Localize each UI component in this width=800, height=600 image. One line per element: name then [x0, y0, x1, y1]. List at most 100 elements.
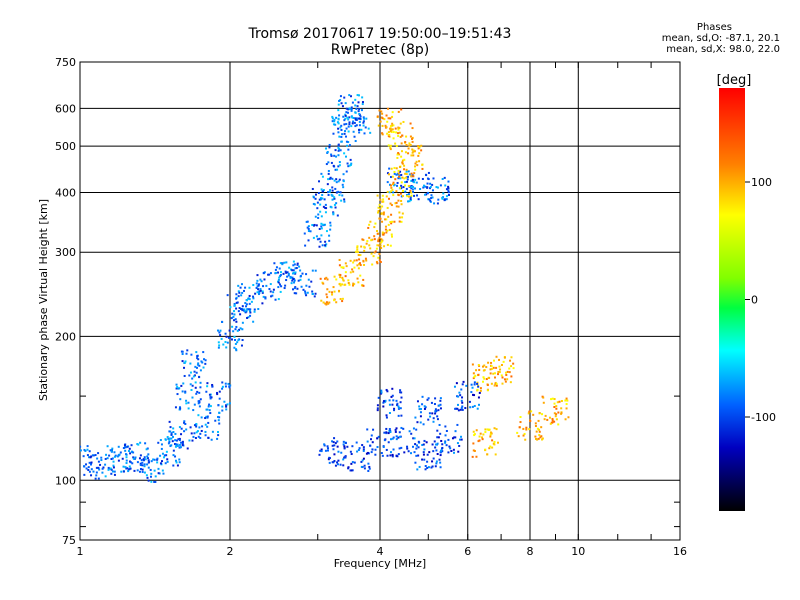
echo-point: [398, 447, 401, 450]
echo-point: [553, 398, 556, 401]
echo-point: [438, 423, 441, 426]
echo-point: [392, 191, 395, 194]
echo-point: [106, 445, 109, 448]
echo-point: [333, 299, 336, 302]
echo-point: [407, 200, 410, 203]
echo-point: [229, 306, 232, 309]
echo-point: [328, 461, 331, 464]
echo-point: [377, 238, 380, 241]
echo-point: [362, 449, 365, 452]
echo-point: [349, 259, 352, 262]
echo-point: [281, 263, 284, 266]
echo-point: [327, 193, 330, 196]
echo-point: [492, 359, 495, 362]
echo-point: [306, 291, 309, 294]
echo-point: [175, 383, 178, 386]
echo-point: [457, 450, 460, 453]
echo-point: [100, 456, 103, 459]
echo-point: [316, 207, 319, 210]
echo-point: [551, 397, 554, 400]
echo-point: [472, 442, 475, 445]
echo-point: [414, 165, 417, 168]
echo-point: [208, 409, 211, 412]
echo-point: [226, 294, 229, 297]
echo-point: [181, 390, 184, 393]
echo-point: [291, 269, 294, 272]
echo-point: [222, 343, 225, 346]
echo-point: [381, 124, 384, 127]
echo-point: [397, 110, 400, 113]
echo-point: [365, 452, 368, 455]
echo-point: [324, 206, 327, 209]
echo-point: [306, 226, 309, 229]
echo-point: [359, 115, 362, 118]
echo-point: [357, 94, 360, 97]
echo-point: [484, 448, 487, 451]
echo-point: [330, 193, 333, 196]
echo-point: [333, 275, 336, 278]
echo-point: [402, 120, 405, 123]
echo-point: [393, 166, 396, 169]
phase-stats-o: mean, sd,O: -87.1, 20.1: [590, 33, 780, 44]
echo-point: [300, 285, 303, 288]
echo-point: [237, 290, 240, 293]
echo-point: [494, 376, 497, 379]
x-tick-label: 8: [527, 545, 534, 558]
echo-point: [299, 275, 302, 278]
echo-point: [412, 185, 415, 188]
echo-point: [365, 242, 368, 245]
echo-point: [283, 287, 286, 290]
echo-point: [321, 197, 324, 200]
phase-stats: Phases mean, sd,O: -87.1, 20.1 mean, sd,…: [590, 22, 780, 55]
echo-point: [341, 194, 344, 197]
echo-point: [387, 117, 390, 120]
echo-point: [386, 229, 389, 232]
echo-point: [339, 284, 342, 287]
echo-point: [90, 455, 93, 458]
echo-point: [286, 275, 289, 278]
echo-point: [368, 244, 371, 247]
echo-point: [442, 192, 445, 195]
echo-point: [191, 377, 194, 380]
echo-point: [400, 220, 403, 223]
echo-point: [184, 391, 187, 394]
echo-point: [565, 407, 568, 410]
echo-point: [248, 309, 251, 312]
echo-point: [398, 435, 401, 438]
echo-point: [205, 390, 208, 393]
echo-point: [483, 364, 486, 367]
echo-point: [305, 284, 308, 287]
echo-point: [481, 365, 484, 368]
echo-point: [225, 405, 228, 408]
echo-point: [460, 406, 463, 409]
echo-point: [390, 395, 393, 398]
echo-point: [395, 145, 398, 148]
echo-point: [338, 164, 341, 167]
echo-point: [382, 200, 385, 203]
echo-point: [336, 168, 339, 171]
echo-point: [331, 291, 334, 294]
echo-point: [472, 372, 475, 375]
echo-point: [269, 290, 272, 293]
echo-point: [528, 428, 531, 431]
echo-point: [423, 185, 426, 188]
echo-point: [453, 436, 456, 439]
echo-point: [412, 149, 415, 152]
echo-point: [333, 154, 336, 157]
echo-point: [319, 203, 322, 206]
echo-point: [474, 374, 477, 377]
echo-point: [358, 124, 361, 127]
echo-point: [201, 361, 204, 364]
echo-point: [327, 458, 330, 461]
echo-point: [243, 308, 246, 311]
echo-point: [432, 177, 435, 180]
echo-point: [483, 377, 486, 380]
echo-point: [305, 294, 308, 297]
echo-point: [193, 370, 196, 373]
echo-point: [338, 178, 341, 181]
echo-point: [416, 145, 419, 148]
echo-point: [443, 198, 446, 201]
echo-point: [360, 245, 363, 248]
echo-point: [95, 471, 98, 474]
echo-point: [206, 425, 209, 428]
